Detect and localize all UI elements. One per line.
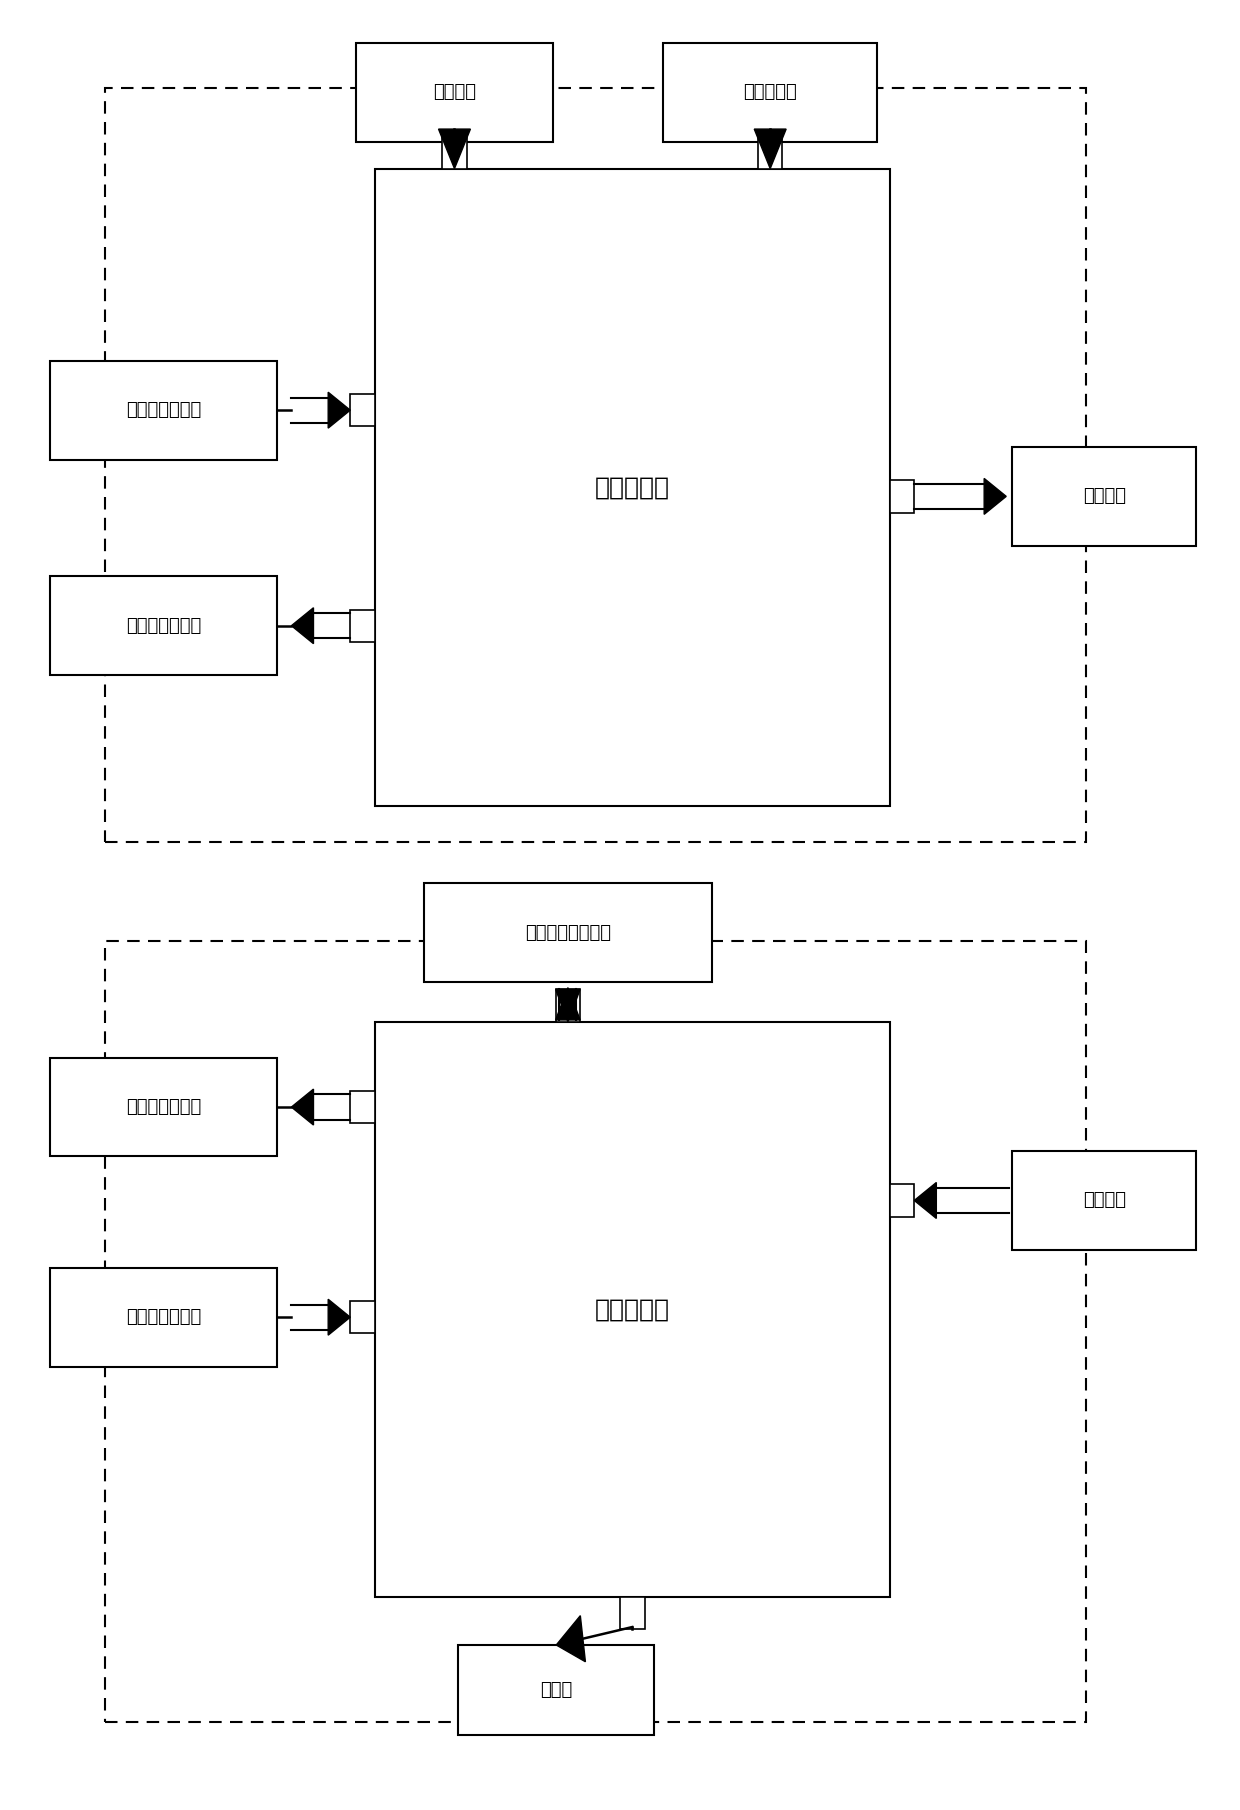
Text: 人机交互操作按键: 人机交互操作按键 — [525, 923, 611, 941]
Bar — [350, 1091, 374, 1124]
Bar — [758, 136, 782, 168]
Text: 显示器: 显示器 — [541, 1681, 573, 1700]
Bar — [350, 395, 374, 427]
Polygon shape — [556, 990, 580, 1023]
Bar — [443, 136, 466, 168]
Bar — [458, 1645, 655, 1734]
Text: 压力传感器: 压力传感器 — [743, 83, 797, 101]
Text: 第二电源: 第二电源 — [1083, 1191, 1126, 1209]
Bar — [890, 1184, 914, 1216]
Polygon shape — [439, 129, 470, 168]
Polygon shape — [557, 1616, 585, 1662]
Bar — [890, 480, 914, 512]
Bar — [374, 1023, 890, 1596]
Bar — [663, 43, 878, 141]
Polygon shape — [754, 129, 786, 168]
Text: 第一无线接收器: 第一无线接收器 — [125, 402, 201, 420]
Bar — [620, 1596, 645, 1629]
Polygon shape — [556, 988, 580, 1021]
Bar — [105, 87, 1086, 842]
Bar — [374, 168, 890, 805]
Text: 第一无线发射器: 第一无线发射器 — [125, 617, 201, 635]
Text: 第二无线接收器: 第二无线接收器 — [125, 1309, 201, 1327]
Bar — [1012, 1151, 1197, 1251]
Bar — [356, 43, 553, 141]
Text: 程控开关: 程控开关 — [1083, 487, 1126, 505]
Polygon shape — [914, 1182, 936, 1218]
Text: 第二单片机: 第二单片机 — [595, 1298, 670, 1321]
Bar — [50, 360, 277, 460]
Bar — [350, 610, 374, 643]
Bar — [1012, 447, 1197, 547]
Text: 第一单片机: 第一单片机 — [595, 476, 670, 500]
Text: 第一电源: 第一电源 — [433, 83, 476, 101]
Bar — [556, 990, 580, 1023]
Bar — [50, 576, 277, 675]
Bar — [50, 1267, 277, 1367]
Bar — [350, 1301, 374, 1334]
Bar — [50, 1057, 277, 1157]
Polygon shape — [329, 393, 350, 429]
Bar — [105, 941, 1086, 1723]
Polygon shape — [329, 1300, 350, 1336]
Polygon shape — [291, 608, 314, 644]
Polygon shape — [985, 478, 1006, 514]
Bar — [424, 883, 712, 983]
Polygon shape — [291, 1090, 314, 1126]
Text: 第二无线发射器: 第二无线发射器 — [125, 1099, 201, 1117]
